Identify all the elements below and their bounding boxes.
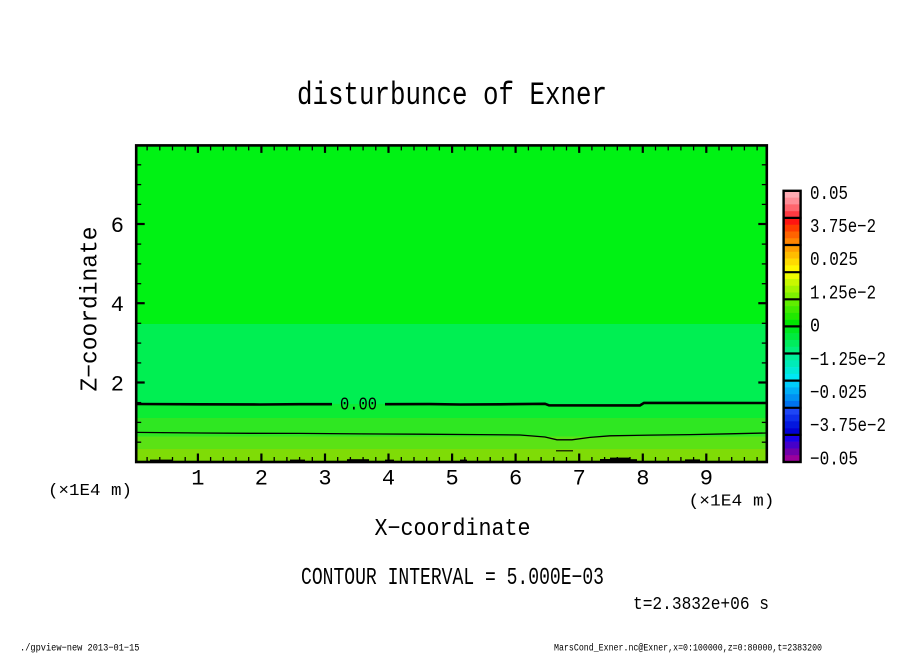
svg-text:4: 4: [382, 467, 395, 492]
svg-text:(×1E4 m): (×1E4 m): [48, 482, 132, 501]
svg-text:X−coordinate: X−coordinate: [375, 516, 531, 543]
svg-text:2: 2: [255, 467, 268, 492]
svg-text:CONTOUR INTERVAL = 5.000E−03: CONTOUR INTERVAL = 5.000E−03: [301, 565, 604, 592]
svg-text:8: 8: [636, 467, 649, 492]
svg-text:MarsCond_Exner.nc@Exner,x=0:10: MarsCond_Exner.nc@Exner,x=0:100000,z=0:8…: [554, 643, 822, 655]
svg-text:6: 6: [509, 467, 522, 492]
svg-text:./gpview−new 2013−01−15: ./gpview−new 2013−01−15: [20, 643, 140, 655]
svg-text:3.75e−2: 3.75e−2: [810, 216, 876, 238]
svg-text:1.25e−2: 1.25e−2: [810, 282, 876, 304]
svg-text:0.025: 0.025: [810, 249, 858, 271]
svg-text:(×1E4 m): (×1E4 m): [689, 493, 775, 512]
svg-text:Z−coordinate: Z−coordinate: [78, 227, 105, 392]
svg-text:5: 5: [445, 467, 458, 492]
svg-text:−0.05: −0.05: [810, 448, 858, 470]
svg-text:−3.75e−2: −3.75e−2: [810, 415, 886, 437]
svg-text:−0.025: −0.025: [810, 382, 867, 404]
svg-text:6: 6: [111, 214, 124, 239]
svg-text:1: 1: [191, 467, 204, 492]
svg-text:0: 0: [810, 316, 820, 338]
svg-text:0.00: 0.00: [340, 396, 377, 416]
svg-text:9: 9: [700, 467, 713, 492]
svg-text:7: 7: [573, 467, 586, 492]
svg-text:4: 4: [111, 293, 124, 318]
svg-text:0.05: 0.05: [810, 183, 848, 205]
svg-text:disturbunce of Exner: disturbunce of Exner: [297, 77, 607, 114]
svg-text:−1.25e−2: −1.25e−2: [810, 349, 886, 371]
svg-text:3: 3: [318, 467, 331, 492]
svg-text:t=2.3832e+06 s: t=2.3832e+06 s: [633, 595, 769, 615]
svg-text:2: 2: [111, 372, 124, 397]
